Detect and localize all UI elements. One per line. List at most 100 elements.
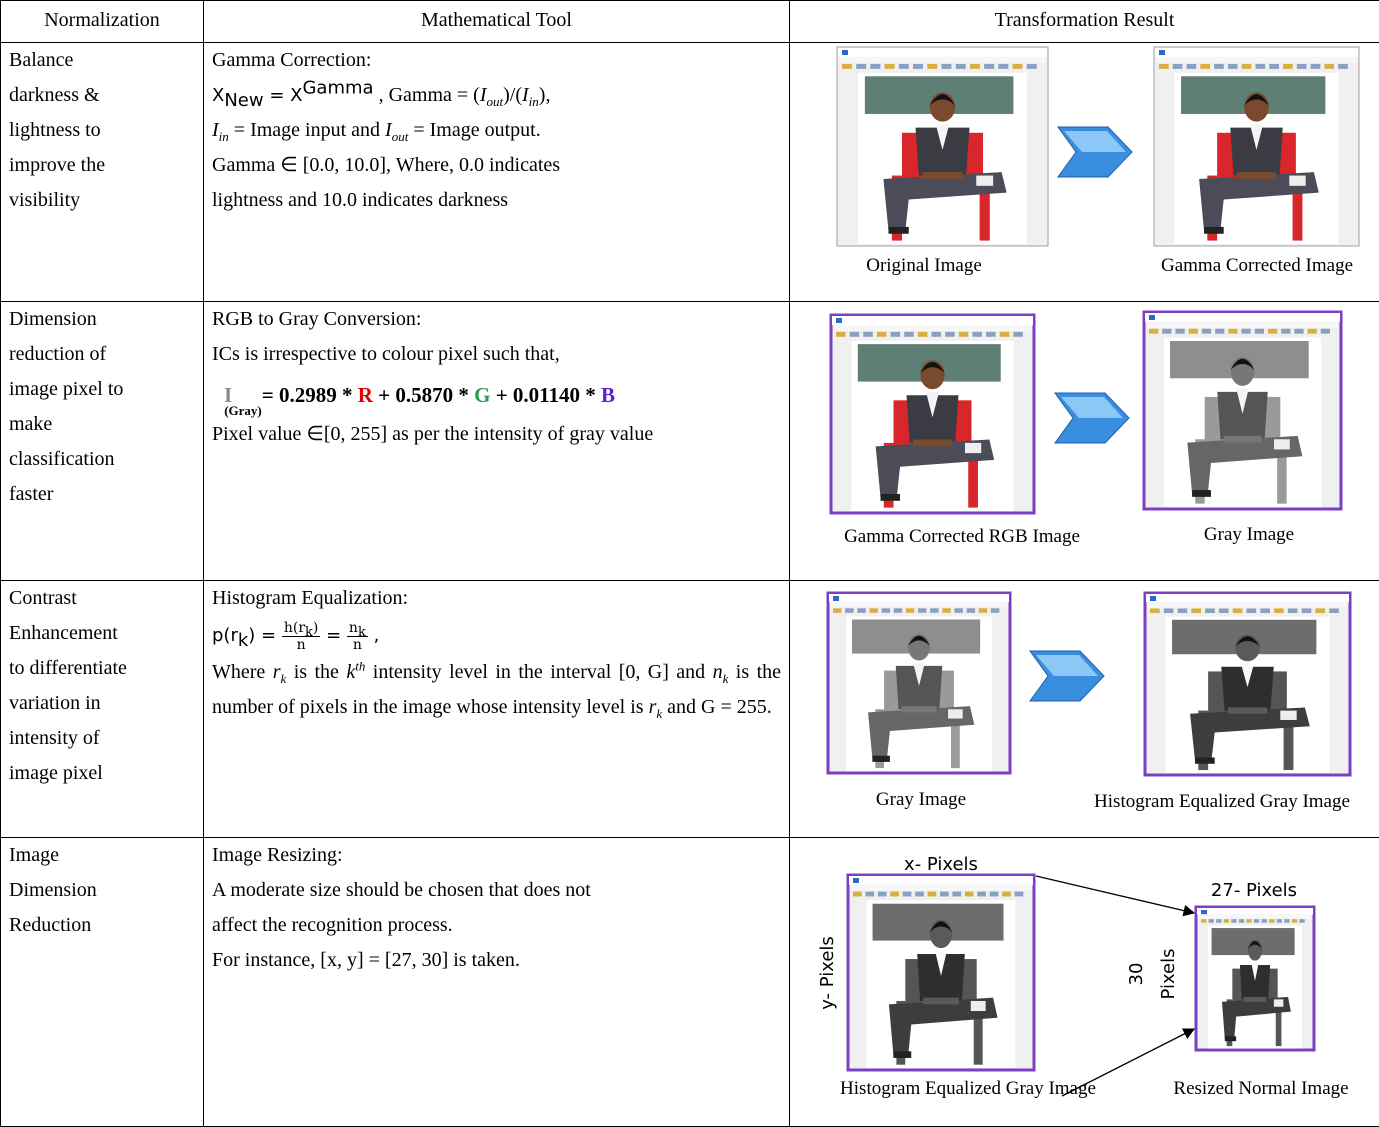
text-part: out bbox=[486, 94, 503, 109]
toolbar-icon bbox=[918, 608, 927, 613]
layout-part: out bbox=[392, 129, 409, 144]
toolbar-icon bbox=[1002, 892, 1011, 897]
tool-cell: RGB to Gray Conversion: ICs is irrespect… bbox=[204, 302, 790, 581]
toolbar-icon bbox=[1215, 329, 1224, 334]
result-figure: Gamma Corrected RGB Image Gray Image bbox=[790, 302, 1378, 568]
sock bbox=[976, 176, 993, 186]
toolbar-icon bbox=[850, 332, 860, 337]
toolbar-icon bbox=[869, 608, 878, 613]
shoe bbox=[1225, 1036, 1236, 1041]
text-part: , Gamma = ( bbox=[374, 84, 480, 106]
toolbar-icon bbox=[965, 892, 974, 897]
normalization-line: intensity of bbox=[9, 721, 195, 756]
text-part: in bbox=[219, 129, 229, 144]
toolbar-icon bbox=[1254, 919, 1259, 923]
toolbar-icon bbox=[836, 332, 846, 337]
text-part: p(r bbox=[212, 625, 238, 646]
arrow bbox=[1058, 127, 1132, 177]
toolbar-icon bbox=[882, 608, 891, 613]
normalization-line: Reduction bbox=[9, 908, 195, 943]
toolbar-icon bbox=[1297, 64, 1307, 69]
toolbar-icon bbox=[1228, 64, 1238, 69]
menu-bar bbox=[834, 325, 1031, 331]
toolbar-icon bbox=[991, 608, 1000, 613]
toolbar-icon bbox=[842, 64, 852, 69]
tool-heading: Histogram Equalization: bbox=[212, 581, 781, 616]
hands bbox=[1228, 707, 1267, 713]
text-part: ) bbox=[313, 620, 318, 636]
toolbar-icon bbox=[1191, 608, 1201, 613]
menu-bar bbox=[1147, 322, 1338, 328]
caption: Gray Image bbox=[876, 789, 966, 810]
layout-part: h(rk)n bbox=[282, 620, 321, 653]
toolbar-icon bbox=[1175, 329, 1184, 334]
menu-bar bbox=[831, 602, 1007, 607]
text-part: k bbox=[346, 661, 355, 683]
toolbar-icon bbox=[952, 892, 961, 897]
header-cell: Transformation Result bbox=[790, 1, 1379, 43]
screenshot-window bbox=[828, 593, 1010, 773]
caption: y- Pixels bbox=[817, 936, 838, 1010]
sock bbox=[948, 709, 963, 718]
normalization-line: make bbox=[9, 407, 195, 442]
result-figure: Original Image Gamma Corrected Image bbox=[790, 43, 1378, 289]
caption: 27- Pixels bbox=[1211, 880, 1297, 901]
toolbar-icon bbox=[984, 64, 994, 69]
text-part: I bbox=[212, 119, 219, 141]
tool-heading: RGB to Gray Conversion: bbox=[212, 302, 781, 337]
toolbar-icon bbox=[1268, 329, 1277, 334]
toolbar-icon bbox=[1187, 64, 1197, 69]
toolbar-icon bbox=[1283, 64, 1293, 69]
toolbar-icon bbox=[1260, 608, 1270, 613]
toolbar-icon bbox=[972, 332, 982, 337]
toolbar-icon bbox=[1246, 919, 1251, 923]
text-part: X bbox=[290, 85, 302, 106]
window-icon bbox=[1159, 50, 1165, 55]
screenshot-window bbox=[837, 47, 1048, 246]
toolbar-icon bbox=[913, 64, 923, 69]
header-row: Normalization Mathematical Tool Transfor… bbox=[1, 1, 1379, 43]
header-cell: Normalization bbox=[1, 1, 204, 43]
sock bbox=[1274, 439, 1290, 449]
toolbar-icon bbox=[1302, 608, 1312, 613]
window-icon bbox=[1150, 596, 1156, 601]
toolbar-icon bbox=[1338, 64, 1348, 69]
toolbar-icon bbox=[1277, 919, 1282, 923]
text-part: = bbox=[320, 625, 347, 646]
toolbar-icon bbox=[904, 332, 914, 337]
window-icon bbox=[853, 878, 859, 883]
caption: Original Image bbox=[866, 255, 982, 276]
normalization-line: Enhancement bbox=[9, 616, 195, 651]
normalization-line: image pixel bbox=[9, 756, 195, 791]
text-part: I bbox=[385, 119, 392, 141]
layout-part: nk bbox=[347, 620, 368, 637]
toolbar-icon bbox=[870, 64, 880, 69]
normalization-line: Image bbox=[9, 838, 195, 873]
hands bbox=[902, 706, 937, 712]
sock bbox=[1274, 999, 1283, 1006]
screenshot-window bbox=[1144, 312, 1341, 509]
toolbar-icon bbox=[1000, 332, 1010, 337]
text-part: X bbox=[212, 85, 224, 106]
title-bar bbox=[849, 876, 1033, 885]
toolbar-icon bbox=[1284, 919, 1289, 923]
toolbar-icon bbox=[942, 64, 952, 69]
text-part: ) = bbox=[248, 625, 282, 646]
toolbar-icon bbox=[1292, 919, 1297, 923]
toolbar-icon bbox=[1324, 64, 1334, 69]
window-icon bbox=[833, 596, 839, 601]
sock bbox=[1289, 176, 1305, 186]
arrow bbox=[1030, 651, 1104, 701]
toolbar-icon bbox=[1233, 608, 1243, 613]
layout-part: in bbox=[219, 129, 229, 144]
menu-bar bbox=[840, 57, 1045, 63]
text-part: = 0.2989 * bbox=[262, 383, 358, 407]
normalization-line: visibility bbox=[9, 183, 195, 218]
text-part: I bbox=[522, 84, 529, 106]
